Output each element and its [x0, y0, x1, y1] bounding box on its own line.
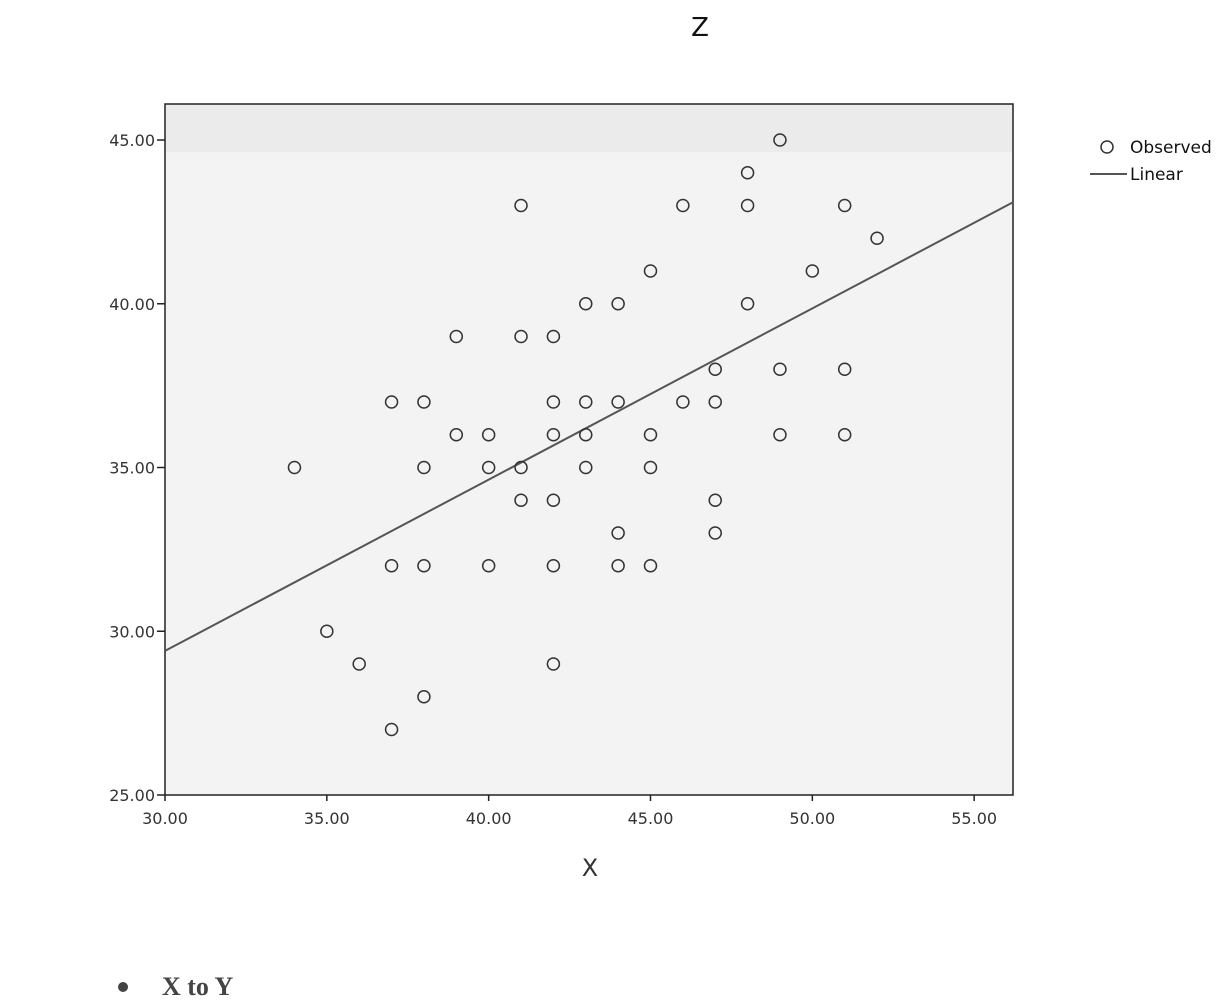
data-point — [643, 460, 658, 475]
legend-observed-marker — [1100, 140, 1114, 154]
data-point — [384, 722, 399, 737]
data-point — [773, 133, 787, 147]
data-point — [611, 297, 625, 311]
data-point — [481, 559, 496, 573]
data-point — [805, 264, 820, 278]
legend-observed-label: Observed — [1130, 138, 1212, 158]
caption: X to Y — [118, 972, 233, 1002]
data-point — [643, 264, 658, 278]
data-point — [546, 493, 561, 508]
data-point — [579, 428, 593, 442]
data-point — [837, 428, 852, 442]
data-point — [579, 297, 593, 311]
linear-fit-line — [164, 201, 1014, 652]
y-tick-label: 30.00 — [109, 622, 155, 641]
caption-text: X to Y — [162, 972, 234, 1001]
bullet-icon — [118, 982, 128, 992]
data-point — [611, 559, 625, 573]
x-tick-label: 35.00 — [304, 809, 350, 828]
data-point — [837, 362, 852, 377]
data-point — [643, 559, 658, 573]
plot-area: 25.00 30.00 35.00 40.00 45.00 30.00 35.00 40.00… — [109, 103, 1014, 828]
data-point — [611, 526, 625, 540]
chart-title: Z — [691, 13, 709, 43]
x-tick-label: 30.00 — [142, 809, 188, 828]
data-point — [481, 460, 496, 475]
data-point — [546, 657, 561, 671]
y-tick-label: 35.00 — [109, 459, 155, 478]
data-point — [773, 428, 787, 442]
data-point — [740, 198, 755, 213]
data-point — [579, 460, 593, 475]
data-point — [708, 526, 722, 540]
legend-linear-label: Linear — [1130, 165, 1183, 185]
data-point — [417, 460, 431, 475]
data-point — [708, 362, 722, 377]
x-tick-label: 40.00 — [466, 809, 512, 828]
y-tick-label: 25.00 — [109, 786, 155, 805]
plot-background — [165, 104, 1013, 795]
x-tick-label: 45.00 — [628, 809, 674, 828]
data-point — [449, 329, 464, 344]
plot-top-band — [165, 104, 1013, 152]
data-point — [514, 198, 528, 213]
data-point — [546, 428, 561, 442]
data-point — [417, 690, 431, 704]
data-point — [546, 395, 561, 409]
data-point — [837, 198, 852, 213]
data-point — [320, 624, 334, 639]
data-point — [676, 198, 690, 213]
data-point — [546, 559, 561, 573]
legend: Observed Linear — [1090, 138, 1212, 185]
data-point — [676, 395, 690, 409]
data-point — [740, 166, 755, 180]
data-point — [352, 657, 366, 671]
plot-frame — [164, 103, 1014, 796]
data-point — [643, 428, 658, 442]
x-tick-label: 55.00 — [951, 809, 997, 828]
data-point — [740, 297, 755, 311]
y-tick-label: 45.00 — [109, 131, 155, 150]
data-point — [546, 329, 561, 344]
data-point — [384, 395, 399, 409]
data-point — [384, 559, 399, 573]
scatter-chart: Z 25.00 30.00 35.00 40.00 45.00 30.00 35.00 40.… — [109, 13, 1212, 882]
x-axis-title: X — [582, 854, 598, 882]
data-point — [611, 395, 625, 409]
data-point — [514, 460, 528, 475]
data-point — [708, 395, 722, 409]
data-point — [287, 460, 302, 475]
data-point — [514, 493, 528, 508]
data-point — [579, 395, 593, 409]
data-point — [514, 329, 528, 344]
data-point — [708, 493, 722, 508]
data-point — [417, 559, 431, 573]
data-point — [449, 428, 464, 442]
data-point — [481, 428, 496, 442]
data-point — [870, 231, 884, 246]
x-tick-label: 50.00 — [789, 809, 835, 828]
y-tick-label: 40.00 — [109, 295, 155, 314]
data-point — [773, 362, 787, 377]
data-point — [417, 395, 431, 409]
